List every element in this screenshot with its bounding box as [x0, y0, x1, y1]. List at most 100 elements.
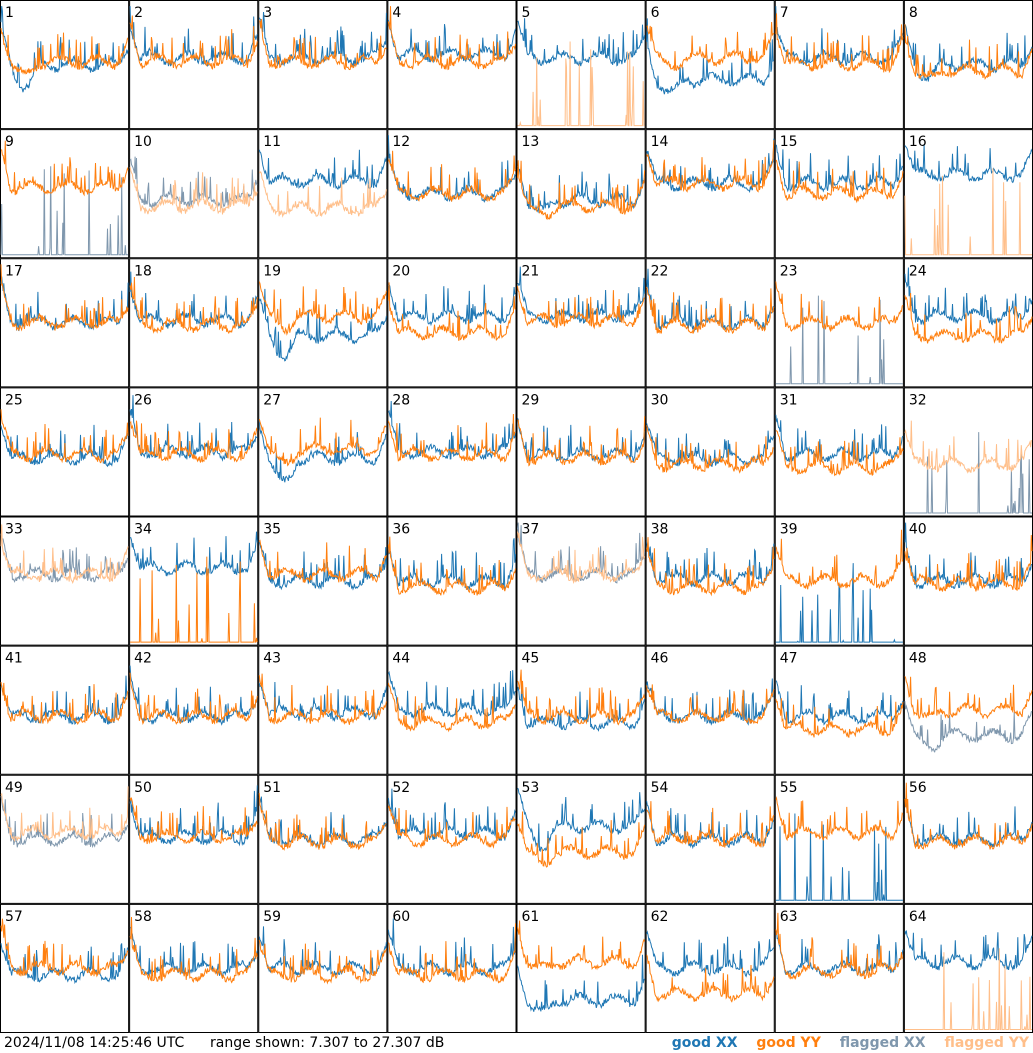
series-xx-42	[129, 665, 258, 726]
panel-label-47: 47	[780, 651, 798, 667]
series-xx-31	[775, 414, 904, 463]
panel-45: 45	[516, 645, 646, 775]
series-xx-18	[129, 271, 258, 330]
series-xx-24	[904, 267, 1033, 326]
series-yy-28	[387, 413, 516, 463]
panel-label-21: 21	[522, 263, 540, 279]
series-xx-21	[517, 266, 646, 325]
series-xx-19	[258, 288, 387, 362]
series-xx-49	[0, 795, 129, 849]
series-xx-23	[775, 295, 903, 385]
series-yy-2	[129, 15, 258, 70]
series-yy-52	[387, 805, 516, 849]
series-yy-38	[646, 537, 775, 597]
series-yy-6	[646, 21, 775, 72]
panel-label-11: 11	[263, 134, 281, 150]
panel-label-43: 43	[263, 651, 281, 667]
series-xx-55	[775, 813, 903, 902]
panel-frame	[516, 516, 646, 646]
series-xx-43	[258, 681, 387, 723]
series-yy-50	[129, 796, 258, 845]
panel-label-17: 17	[5, 263, 23, 279]
series-yy-39	[775, 529, 904, 590]
panel-label-38: 38	[651, 522, 669, 538]
panel-59: 59	[258, 903, 388, 1033]
series-xx-59	[258, 926, 387, 978]
range-label: range shown: 7.307 to 27.307 dB	[210, 1035, 445, 1051]
panel-4: 4	[387, 0, 517, 130]
panel-label-15: 15	[780, 134, 798, 150]
panel-5: 5	[516, 0, 646, 130]
panel-30: 30	[645, 387, 775, 517]
panel-29: 29	[516, 387, 646, 517]
series-yy-25	[0, 409, 129, 464]
series-xx-48	[904, 701, 1033, 753]
panel-label-14: 14	[651, 134, 669, 150]
panel-42: 42	[129, 645, 259, 775]
panel-23: 23	[774, 258, 904, 388]
series-yy-35	[258, 539, 387, 583]
series-xx-35	[258, 541, 387, 591]
series-yy-61	[517, 920, 646, 971]
series-yy-15	[775, 159, 904, 204]
panel-label-8: 8	[909, 5, 918, 21]
panel-52: 52	[387, 774, 517, 904]
panel-frame	[387, 903, 517, 1033]
panel-label-19: 19	[263, 263, 281, 279]
panel-34: 34	[129, 516, 259, 646]
panel-56: 56	[903, 774, 1033, 904]
series-yy-21	[517, 286, 645, 330]
series-xx-44	[387, 670, 516, 720]
panel-label-34: 34	[134, 522, 152, 538]
panel-label-49: 49	[5, 780, 23, 796]
panel-27: 27	[258, 387, 388, 517]
panel-label-7: 7	[780, 5, 789, 21]
series-xx-4	[387, 19, 516, 64]
panel-57: 57	[0, 903, 130, 1033]
series-xx-34	[129, 531, 258, 578]
series-yy-60	[387, 923, 516, 984]
series-xx-54	[646, 800, 775, 850]
series-yy-24	[904, 292, 1033, 344]
series-yy-36	[387, 536, 516, 596]
series-yy-41	[0, 682, 129, 726]
panel-40: 40	[903, 516, 1033, 646]
panel-frame	[0, 903, 130, 1033]
panel-label-40: 40	[909, 522, 927, 538]
panel-label-51: 51	[263, 780, 281, 796]
panel-60: 60	[387, 903, 517, 1033]
panel-label-36: 36	[392, 522, 410, 538]
series-yy-40	[904, 534, 1033, 592]
series-xx-50	[129, 785, 258, 847]
panel-6: 6	[645, 0, 775, 130]
series-xx-28	[387, 400, 516, 461]
panel-15: 15	[774, 129, 904, 259]
panel-label-5: 5	[522, 5, 531, 21]
series-yy-49	[0, 786, 129, 843]
series-yy-45	[517, 669, 646, 726]
panel-label-37: 37	[522, 522, 540, 538]
panel-1: 1	[0, 0, 130, 130]
series-yy-19	[258, 281, 387, 336]
panel-label-6: 6	[651, 5, 660, 21]
panel-50: 50	[129, 774, 259, 904]
panel-label-23: 23	[780, 263, 798, 279]
panel-62: 62	[645, 903, 775, 1033]
panel-label-24: 24	[909, 263, 927, 279]
series-xx-11	[258, 149, 387, 190]
panel-49: 49	[0, 774, 130, 904]
panel-frame	[645, 0, 775, 130]
panel-label-39: 39	[780, 522, 798, 538]
panel-frame	[645, 129, 775, 259]
panel-label-44: 44	[392, 651, 410, 667]
panel-frame	[258, 516, 388, 646]
panel-label-41: 41	[5, 651, 23, 667]
series-yy-13	[517, 160, 646, 221]
panel-35: 35	[258, 516, 388, 646]
series-yy-29	[517, 416, 646, 467]
series-yy-56	[904, 782, 1033, 850]
legend-good-yy: good YY	[756, 1035, 821, 1051]
series-yy-37	[517, 531, 646, 584]
panel-label-13: 13	[522, 134, 540, 150]
timestamp: 2024/11/08 14:25:46 UTC	[4, 1035, 185, 1051]
